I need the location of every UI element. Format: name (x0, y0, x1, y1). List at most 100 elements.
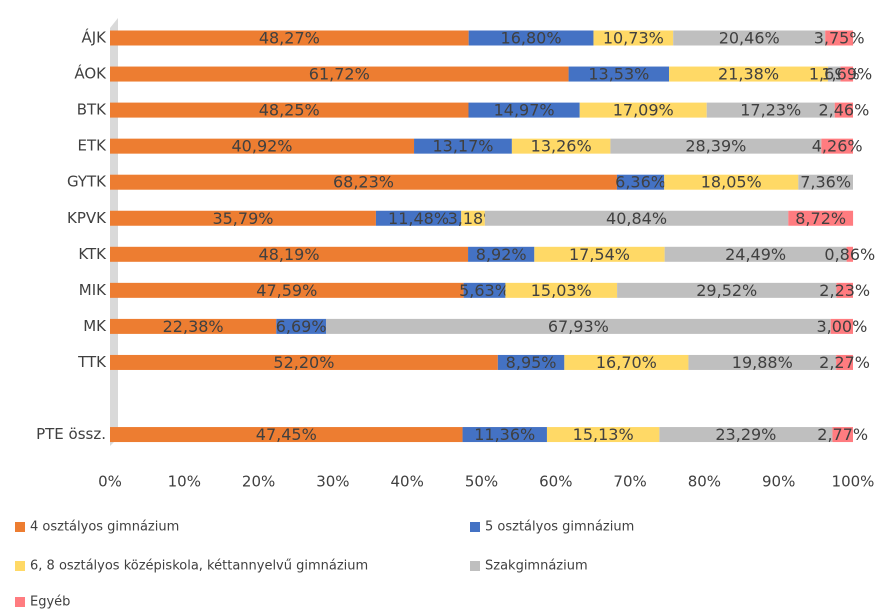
data-label: 20,46% (719, 29, 780, 48)
data-label: 4,26% (812, 137, 863, 156)
bar-segment (669, 66, 828, 82)
y-tick-label: PTE össz. (36, 425, 106, 443)
y-tick-label: TTK (77, 353, 107, 371)
bar-segment (534, 246, 665, 262)
data-label: 3,00% (816, 317, 867, 336)
legend-label: 5 osztályos gimnázium (485, 520, 634, 535)
bar-segment (836, 354, 853, 370)
data-label: 14,97% (494, 101, 555, 120)
bar-segment (110, 210, 376, 226)
data-label: 52,20% (273, 353, 334, 372)
bar-segment (564, 354, 689, 370)
bar-segment (798, 174, 853, 190)
y-tick-label: BTK (77, 101, 107, 119)
data-label: 10,73% (603, 29, 664, 48)
bar-segment (110, 282, 464, 298)
x-tick-label: 50% (465, 473, 498, 491)
bar-segment (706, 102, 835, 118)
bar-segment (827, 66, 841, 82)
data-label: 35,79% (212, 209, 273, 228)
data-label: 8,95% (506, 353, 557, 372)
data-label: 5,63% (459, 281, 510, 300)
data-label: 21,38% (718, 65, 779, 84)
data-label: 2,46% (818, 101, 869, 120)
data-label: 17,09% (613, 101, 674, 120)
bar-segment (110, 246, 469, 262)
bar-segment (834, 102, 853, 118)
legend-swatch (15, 597, 25, 607)
data-label: 40,84% (606, 209, 667, 228)
bar-segment (110, 318, 277, 334)
data-label: 17,54% (569, 245, 630, 264)
legend-swatch (15, 522, 25, 532)
bar-segment (110, 354, 498, 370)
bar-segment (825, 30, 854, 46)
data-label: 67,93% (548, 317, 609, 336)
bar-segment (110, 174, 617, 190)
data-label: 13,17% (432, 137, 493, 156)
bar-segment (673, 30, 826, 46)
bar-segment (664, 174, 799, 190)
bar-segment (840, 66, 854, 82)
y-tick-label: ETK (78, 137, 108, 155)
bar-segment (836, 282, 853, 298)
data-label: 3,75% (814, 29, 865, 48)
x-tick-label: 90% (762, 473, 795, 491)
y-tick-label: ÁJK (81, 28, 107, 47)
bar-segment (846, 246, 853, 262)
bar-segment (461, 210, 485, 226)
bar-segment (511, 138, 611, 154)
data-label: 40,92% (232, 137, 293, 156)
bar-segment (484, 210, 789, 226)
data-label: 23,29% (715, 425, 776, 444)
bar-segment (110, 427, 463, 443)
bar-segment (497, 354, 565, 370)
bar-segment (788, 210, 854, 226)
bar-segment (325, 318, 831, 334)
data-label: 8,72% (795, 209, 846, 228)
bar-segment (110, 66, 569, 82)
data-label: 1,69% (821, 65, 872, 84)
data-label: 48,27% (259, 29, 320, 48)
data-label: 48,19% (259, 245, 320, 264)
data-label: 6,69% (276, 317, 327, 336)
bar-segment (546, 427, 660, 443)
data-label: 47,59% (256, 281, 317, 300)
data-label: 68,23% (333, 173, 394, 192)
x-tick-label: 60% (539, 473, 572, 491)
bar-segment (468, 246, 535, 262)
x-tick-label: 20% (242, 473, 275, 491)
data-label: 11,48% (388, 209, 449, 228)
data-label: 61,72% (309, 65, 370, 84)
bar-segment (688, 354, 837, 370)
legend-label: 4 osztályos gimnázium (30, 520, 179, 535)
legend-label: Szakgimnázium (485, 559, 588, 574)
data-label: 29,52% (696, 281, 757, 300)
bar-segment (468, 102, 580, 118)
y-tick-label: MK (83, 317, 107, 335)
legend-swatch (15, 561, 25, 571)
x-tick-label: 100% (832, 473, 875, 491)
bar-segment (110, 102, 469, 118)
data-label: 16,80% (501, 29, 562, 48)
data-label: 11,36% (474, 425, 535, 444)
data-label: 24,49% (725, 245, 786, 264)
legend-label: 6, 8 osztályos középiskola, kéttannyelvű… (30, 559, 368, 574)
bar-segment (832, 427, 853, 443)
bar-segment (659, 427, 833, 443)
bar-segment (568, 66, 670, 82)
data-label: 13,53% (588, 65, 649, 84)
data-label: 15,13% (573, 425, 634, 444)
bar-segment (610, 138, 822, 154)
data-label: 6,36% (615, 173, 666, 192)
y-tick-label: KPVK (67, 209, 107, 227)
legend-swatch (470, 522, 480, 532)
data-label: 19,88% (732, 353, 793, 372)
bar-segment (616, 174, 665, 190)
data-label: 8,92% (476, 245, 527, 264)
bar-segment (830, 318, 853, 334)
y-tick-label: ÁOK (74, 64, 107, 83)
bar-segment (463, 282, 506, 298)
